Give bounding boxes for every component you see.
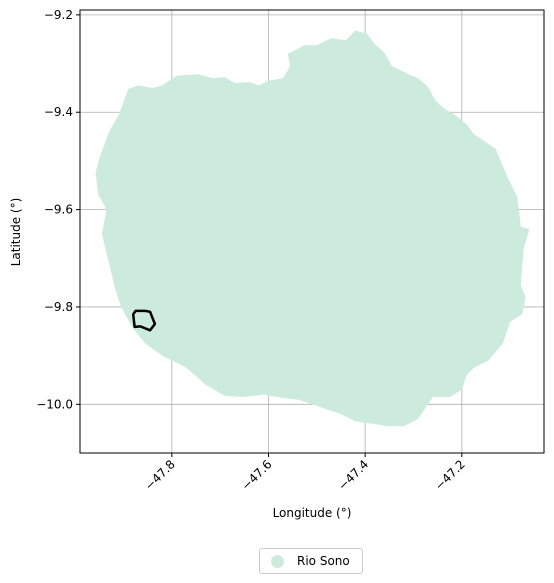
y-tick-label: −9.2 [44, 8, 73, 22]
x-axis-ticks: −47.8 −47.6 −47.4 −47.2 [142, 453, 468, 493]
x-tick-label: −47.2 [432, 457, 468, 493]
x-tick-label: −47.8 [142, 457, 178, 493]
x-tick-label: −47.6 [239, 457, 275, 493]
y-tick-label: −9.4 [44, 105, 73, 119]
x-axis-label: Longitude (°) [273, 506, 352, 520]
region-rio-sono [95, 30, 530, 427]
legend-swatch-icon [271, 554, 284, 568]
y-tick-label: −9.8 [44, 300, 73, 314]
legend-label: Rio Sono [297, 554, 350, 568]
y-tick-label: −10.0 [36, 397, 73, 411]
plot-frame [79, 9, 545, 454]
y-axis-ticks: −9.2 −9.4 −9.6 −9.8 −10.0 [36, 8, 80, 411]
y-tick-label: −9.6 [44, 203, 73, 217]
legend: Rio Sono [259, 548, 363, 574]
x-tick-label: −47.4 [335, 457, 371, 493]
y-axis-label: Latitude (°) [9, 198, 23, 267]
outlined-area [131, 309, 157, 332]
outline-layer [131, 309, 157, 332]
region-layer [95, 30, 530, 427]
